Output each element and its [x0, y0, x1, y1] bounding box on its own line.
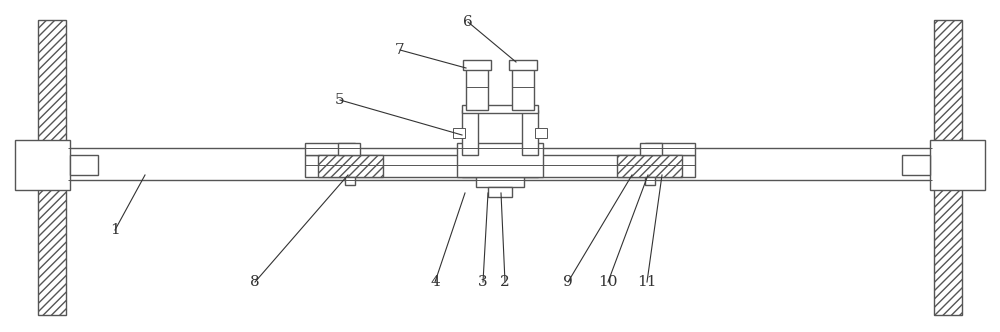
Bar	[535, 128, 547, 138]
Bar	[463, 60, 491, 70]
Bar	[462, 105, 538, 113]
Bar	[462, 155, 538, 177]
Bar	[512, 65, 534, 110]
Text: 8: 8	[250, 275, 260, 289]
Text: 2: 2	[500, 275, 510, 289]
Bar	[645, 177, 655, 185]
Text: 4: 4	[430, 275, 440, 289]
Bar	[645, 143, 695, 155]
Bar	[453, 128, 465, 138]
Bar	[934, 20, 962, 315]
Bar	[509, 60, 537, 70]
Bar	[902, 155, 930, 175]
Bar	[305, 155, 695, 177]
Text: 1: 1	[110, 223, 120, 237]
Bar	[640, 143, 662, 155]
Bar	[70, 155, 98, 175]
Text: 6: 6	[463, 15, 473, 29]
Bar	[305, 143, 355, 155]
Bar	[38, 20, 66, 315]
Text: 3: 3	[478, 275, 488, 289]
Text: 11: 11	[637, 275, 657, 289]
Bar	[462, 110, 478, 155]
Bar	[345, 177, 355, 185]
Bar	[68, 148, 932, 180]
Bar	[488, 187, 512, 197]
Bar	[338, 143, 360, 155]
Bar	[930, 140, 985, 190]
Bar	[15, 140, 70, 190]
Text: 10: 10	[598, 275, 618, 289]
Bar	[318, 155, 383, 177]
Text: 9: 9	[563, 275, 573, 289]
Bar	[476, 177, 524, 187]
Bar	[457, 143, 543, 177]
Text: 7: 7	[395, 43, 405, 57]
Bar	[522, 110, 538, 155]
Bar	[617, 155, 682, 177]
Bar	[466, 65, 488, 110]
Text: 5: 5	[335, 93, 345, 107]
